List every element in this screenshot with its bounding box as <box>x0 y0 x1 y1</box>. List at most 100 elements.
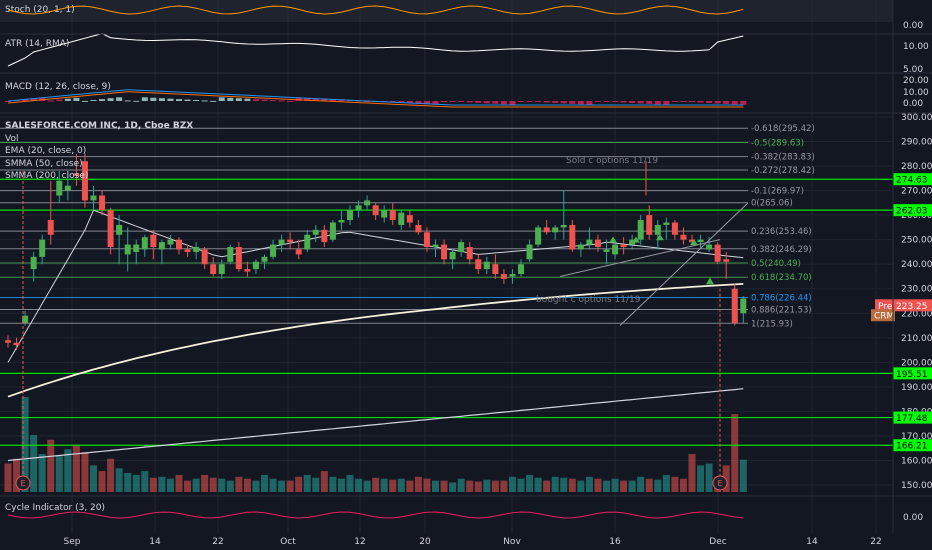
time-tick-label: 22 <box>212 537 223 547</box>
volume-bar <box>64 449 72 492</box>
price-tick-label: 190.00 <box>901 383 932 393</box>
macd-histogram-bar <box>714 101 721 104</box>
candle-body <box>30 256 37 270</box>
cycle-pane[interactable]: Cycle Indicator (3, 20) 0.00 <box>5 503 923 523</box>
fib-level-label: -0.618(295.42) <box>751 124 815 134</box>
candle-body <box>201 249 208 265</box>
macd-histogram-bar <box>731 101 738 105</box>
candle-body <box>56 180 63 196</box>
macd-histogram-bar <box>30 98 37 101</box>
volume-bar <box>483 479 491 492</box>
candle-body <box>64 185 71 191</box>
volume-bar <box>192 478 200 492</box>
candle-body <box>193 247 200 252</box>
volume-bar <box>534 477 542 492</box>
stoch-pane[interactable]: Stoch (20, 1, 1) 0.00 <box>0 0 923 31</box>
candle-body <box>449 251 456 260</box>
candle-body <box>73 173 80 176</box>
price-tick-label: 270.00 <box>901 187 932 197</box>
fib-level-label: 1(215.93) <box>751 319 793 329</box>
smma-200-line <box>7 388 744 462</box>
candle-body <box>141 237 148 250</box>
volume-bar <box>243 478 251 492</box>
svg-text:E: E <box>717 479 722 488</box>
candle-body <box>535 227 542 245</box>
trendline <box>559 239 721 277</box>
candle-body <box>629 239 636 245</box>
macd-axis-tick: 0.00 <box>903 99 923 109</box>
macd-histogram-bar <box>706 101 713 103</box>
volume-bar <box>645 478 653 492</box>
atr-axis-tick: 5.00 <box>903 65 923 75</box>
macd-histogram-bar <box>680 101 687 102</box>
macd-label: MACD (12, 26, close, 9) <box>5 82 111 92</box>
trendlines <box>22 161 749 485</box>
volume-bar <box>517 478 525 492</box>
macd-histogram-bar <box>133 100 140 102</box>
cycle-axis-tick: 0.00 <box>903 513 923 523</box>
candle-body <box>150 234 157 248</box>
time-axis[interactable]: Sep 14 22 Oct 12 20 Nov 16 Dec 14 22 <box>64 537 882 547</box>
macd-pane[interactable]: MACD (12, 26, close, 9) 20.00 10.00 0.00 <box>5 76 929 109</box>
volume-bar <box>115 468 123 492</box>
time-tick-label: 12 <box>354 537 365 547</box>
volume-bar <box>722 465 730 492</box>
macd-histogram-bar <box>612 101 619 103</box>
bought-annotation: bought c options 11/19 <box>536 295 641 305</box>
volume-bar <box>372 477 380 492</box>
earnings-marker[interactable]: E <box>712 475 728 491</box>
price-tick-label: 280.00 <box>901 162 932 172</box>
volume-bar <box>98 471 106 492</box>
stoch-axis-tick: 0.00 <box>903 21 923 31</box>
volume-bar <box>739 459 747 492</box>
time-tick-label: 20 <box>419 537 431 547</box>
volume-bar <box>346 474 354 492</box>
volume-bar <box>107 458 115 492</box>
macd-histogram-bar <box>39 97 46 101</box>
volume-bar <box>551 476 559 492</box>
volume-bar <box>432 480 439 492</box>
volume-bars <box>4 397 747 492</box>
macd-histogram-bar <box>646 101 653 104</box>
volume-bar <box>594 478 602 492</box>
candle-body <box>612 244 619 255</box>
volume-bar <box>671 476 679 492</box>
candle-body <box>321 229 328 243</box>
macd-histogram-bar <box>594 101 601 102</box>
atr-pane[interactable]: ATR (14, RMA) 10.00 5.00 <box>5 33 929 75</box>
macd-histogram-bar <box>99 99 106 101</box>
candle-body <box>697 239 704 243</box>
price-pane[interactable]: -0.618(295.42) -0.5(289.63) -0.382(283.83)… <box>0 113 932 492</box>
candle-body <box>389 210 396 221</box>
volume-bar <box>389 479 397 492</box>
macd-histogram-bar <box>150 97 157 101</box>
candle-body <box>158 242 165 250</box>
candle-body <box>184 249 191 252</box>
candle-body <box>492 264 499 275</box>
macd-histogram-bar <box>218 97 225 101</box>
candle-body <box>432 244 439 248</box>
macd-histogram-bar <box>441 101 448 102</box>
macd-histogram-bar <box>526 101 533 102</box>
fibonacci-levels: -0.618(295.42) -0.5(289.63) -0.382(283.83)… <box>0 124 815 329</box>
sold-annotation: Sold c options 11/19 <box>566 156 658 166</box>
price-badge-label: 195.51 <box>896 370 928 380</box>
candle-body <box>304 234 311 250</box>
price-tick-label: 230.00 <box>901 285 932 295</box>
candle-body <box>252 261 259 270</box>
volume-bar <box>697 465 705 492</box>
candle-body <box>210 264 217 275</box>
earnings-marker[interactable]: E <box>15 475 31 491</box>
cycle-line <box>7 511 744 519</box>
price-tick-label: 200.00 <box>901 358 932 368</box>
volume-bar <box>414 476 422 492</box>
candle-body <box>500 274 507 279</box>
macd-histogram-bar <box>654 101 661 105</box>
volume-bar <box>406 480 414 492</box>
candle-body <box>731 288 738 324</box>
volume-bar <box>235 476 243 492</box>
signal-up-triangle <box>690 239 698 246</box>
candle-body <box>116 224 123 235</box>
